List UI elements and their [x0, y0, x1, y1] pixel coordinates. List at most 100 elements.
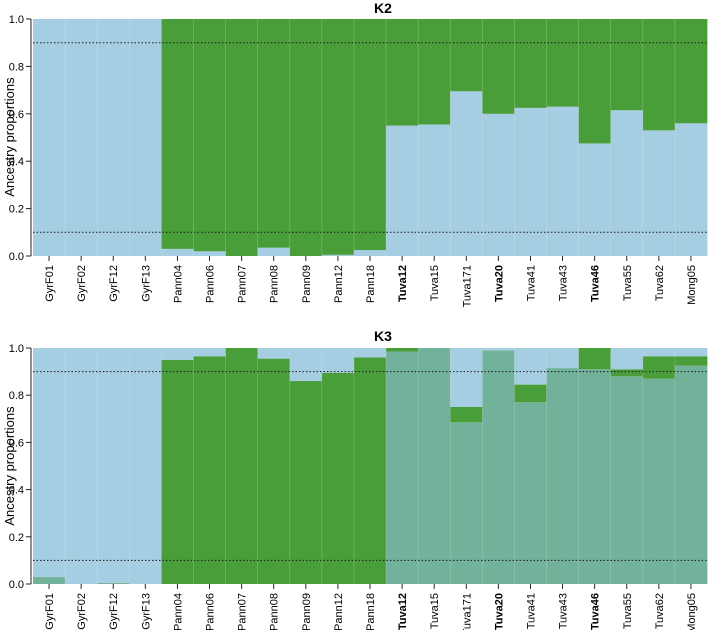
k2-bar-pann08-s1: [257, 247, 291, 256]
k2-x-tick-label-gyrf12: GyrF12: [108, 265, 120, 302]
k2-bar-pann18-s2: [353, 19, 387, 251]
k3-bar-pann07-s2: [225, 348, 259, 584]
k3-bar-pann06-s3: [193, 348, 226, 357]
k3-x-tick-label-tuva46: Tuva46: [590, 593, 602, 630]
k2-x-tick-label-gyrf13: GyrF13: [140, 265, 152, 302]
k3-panel: K3 Ancestry proportions 0.0 0.2 0.4 0.6 0.8 1…: [2, 328, 708, 630]
k3-x-tick-label-tuva171: Tuva171: [461, 593, 473, 630]
k3-bar-pann18-s3: [353, 348, 387, 358]
k2-bar-pann12-s2: [321, 19, 355, 255]
k2-x-axis: GyrF01 GyrF02 GyrF12 GyrF13 Pann04 Pann06 Pann…: [44, 256, 698, 307]
k3-x-tick-label-pann09: Pann09: [301, 593, 313, 630]
k2-x-tick-label-pann07: Pann07: [237, 265, 249, 303]
k3-bar-gyrf13-s3: [129, 348, 162, 584]
k2-bar-pann09-s2: [289, 19, 323, 256]
k3-bar-mong05-s3: [674, 348, 708, 357]
k2-x-tick-label-pann08: Pann08: [269, 265, 281, 303]
k3-bar-tuva43-s3: [546, 348, 580, 369]
k3-bar-gyrf01-s3: [33, 348, 66, 577]
k2-bar-tuva55-s1: [610, 110, 644, 256]
k2-bar-separators: [64, 19, 676, 256]
k2-y-tick-label: 0.4: [9, 156, 24, 168]
k2-x-tick-label-tuva15: Tuva15: [429, 265, 441, 301]
k3-x-tick-label-pann07: Pann07: [237, 593, 249, 630]
k2-bar-tuva41-s1: [514, 107, 547, 257]
k2-x-tick-label-tuva62: Tuva62: [654, 265, 666, 301]
k2-x-tick-label-pann12: Pann12: [333, 265, 345, 303]
k3-bar-tuva62-s3: [642, 348, 676, 357]
k2-bar-tuva15-s2: [418, 19, 451, 125]
k3-y-tick-label: 0.8: [9, 390, 24, 402]
k3-bar-tuva15-s1: [418, 348, 451, 584]
k3-bar-tuva55-s1: [610, 376, 644, 584]
k3-x-tick-label-gyrf12: GyrF12: [108, 593, 120, 630]
k3-bar-gyrf01-s1: [33, 576, 66, 584]
k2-bar-tuva20-s2: [482, 19, 515, 114]
k3-x-tick-label-tuva12: Tuva12: [397, 593, 409, 630]
k2-bar-tuva43-s2: [546, 19, 580, 107]
k3-y-tick-label: 0.4: [9, 485, 24, 497]
k3-x-axis: GyrF01 GyrF02 GyrF12 GyrF13 Pann04 Pann06 Pann…: [44, 584, 698, 630]
k3-bar-tuva41-s1: [514, 402, 547, 584]
k3-bar-gyrf02-s3: [65, 348, 98, 584]
k2-y-tick-label: 0.6: [9, 109, 24, 121]
k2-bar-tuva15-s1: [418, 124, 451, 257]
k2-y-axis: 0.0 0.2 0.4 0.6 0.8 1.0: [9, 14, 32, 263]
k3-x-tick-label-tuva55: Tuva55: [622, 593, 634, 629]
k3-bar-pann09-s2: [289, 381, 323, 584]
k3-bar-pann04-s3: [161, 348, 194, 360]
k2-x-tick-label-tuva46: Tuva46: [590, 265, 602, 302]
k2-x-tick-label-gyrf02: GyrF02: [76, 265, 88, 302]
k2-title: K2: [374, 0, 392, 16]
k3-x-tick-label-tuva20: Tuva20: [493, 593, 505, 630]
k3-bars: [33, 348, 708, 584]
k3-bar-tuva20-s1: [482, 350, 515, 584]
k3-bar-tuva171-s2: [450, 407, 483, 423]
k3-x-tick-label-tuva43: Tuva43: [558, 593, 570, 629]
k3-bar-tuva62-s1: [642, 378, 676, 584]
k3-x-tick-label-gyrf13: GyrF13: [140, 593, 152, 630]
k3-x-tick-label-tuva41: Tuva41: [525, 593, 537, 629]
k3-x-tick-label-gyrf02: GyrF02: [76, 593, 88, 630]
k2-x-tick-label-pann04: Pann04: [172, 265, 184, 303]
k3-x-tick-label-pann06: Pann06: [205, 593, 217, 630]
k3-bar-pann08-s2: [257, 358, 291, 584]
k2-bar-tuva43-s1: [546, 106, 580, 256]
k2-bar-tuva62-s1: [642, 130, 676, 256]
k2-x-tick-label-tuva12: Tuva12: [397, 265, 409, 302]
k2-bar-pann08-s2: [257, 19, 291, 248]
k3-y-axis: 0.0 0.2 0.4 0.6 0.8 1.0: [9, 343, 32, 591]
k2-y-tick-label: 0.8: [9, 61, 24, 73]
k2-bar-tuva12-s2: [386, 19, 419, 126]
k2-y-tick-label: 0.2: [9, 204, 24, 216]
k3-y-tick-label: 0.2: [9, 532, 24, 544]
k3-bar-tuva171-s1: [450, 422, 483, 584]
k2-bar-tuva41-s2: [514, 19, 547, 108]
k3-bar-tuva171-s3: [450, 348, 483, 407]
k2-bar-tuva46-s2: [578, 19, 612, 144]
k3-x-tick-label-tuva62: Tuva62: [654, 593, 666, 629]
k3-bar-tuva46-s1: [578, 369, 612, 584]
k2-x-tick-label-tuva171: Tuva171: [461, 265, 473, 307]
k2-bar-gyrf12-s1: [97, 19, 130, 256]
k3-y-axis-label: Ancestry proportions: [2, 406, 17, 526]
k2-bar-tuva62-s2: [642, 19, 676, 131]
k2-x-tick-label-pann18: Pann18: [365, 265, 377, 303]
k3-bar-tuva55-s2: [610, 369, 644, 377]
k3-bar-mong05-s2: [674, 356, 708, 366]
k2-bar-gyrf13-s1: [129, 19, 162, 256]
k2-x-tick-label-tuva20: Tuva20: [493, 265, 505, 302]
k3-bar-pann12-s2: [321, 372, 355, 584]
k2-y-tick-label: 0.0: [9, 251, 24, 263]
k2-x-tick-label-pann06: Pann06: [205, 265, 217, 303]
k2-bar-gyrf02-s1: [65, 19, 98, 256]
k3-x-tick-label-pann12: Pann12: [333, 593, 345, 630]
k2-panel: K2 Ancestry proportions 0.0 0.2 0.4 0.6 0.8 1…: [2, 0, 708, 307]
k2-bar-mong05-s2: [674, 19, 708, 124]
k3-bar-gyrf12-s1: [97, 582, 130, 584]
k2-bar-pann07-s2: [225, 19, 259, 256]
k2-bar-tuva171-s2: [450, 19, 483, 92]
k3-y-tick-label: 0.6: [9, 437, 24, 449]
k3-bar-mong05-s1: [674, 365, 708, 584]
k2-bar-pann06-s2: [193, 19, 226, 252]
